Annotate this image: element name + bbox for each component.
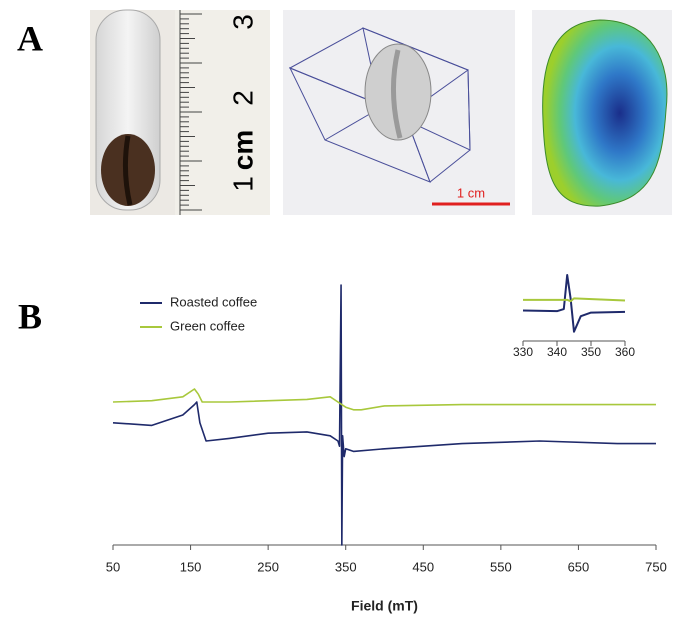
series-line (523, 297, 626, 303)
x-tick-label: 150 (180, 559, 202, 574)
ruler-label: 1 (227, 176, 258, 192)
x-axis-label: Field (mT) (351, 598, 418, 614)
ruler (180, 13, 202, 211)
legend-label: Green coffee (170, 318, 245, 333)
x-tick-label: 50 (106, 559, 120, 574)
x-tick-label: 750 (645, 559, 667, 574)
series-line (112, 388, 656, 411)
x-tick-label: 650 (568, 559, 590, 574)
plots: 50 150 250 350 450 550 650 750 Field (mT) Roasted… (106, 273, 667, 614)
ruler-label: 3 (227, 14, 258, 30)
series-line (112, 284, 656, 546)
x-tick-label: 450 (412, 559, 434, 574)
panel-label: B (18, 296, 42, 336)
x-tick-label: 250 (257, 559, 279, 574)
x-tick-label: 330 (513, 345, 533, 359)
x-tick-label: 550 (490, 559, 512, 574)
series-line (522, 273, 626, 333)
x-tick-label: 350 (335, 559, 357, 574)
x-tick-label: 360 (615, 345, 635, 359)
legend-label: Roasted coffee (170, 294, 257, 309)
render-3d (283, 10, 515, 215)
scale-bar-label: 1 cm (457, 185, 485, 200)
ruler-unit: cm (227, 130, 258, 170)
heatmap (532, 10, 672, 215)
ruler-label: 2 (227, 90, 258, 106)
panel-label: A (17, 18, 43, 58)
x-tick-label: 350 (581, 345, 601, 359)
x-tick-label: 340 (547, 345, 567, 359)
